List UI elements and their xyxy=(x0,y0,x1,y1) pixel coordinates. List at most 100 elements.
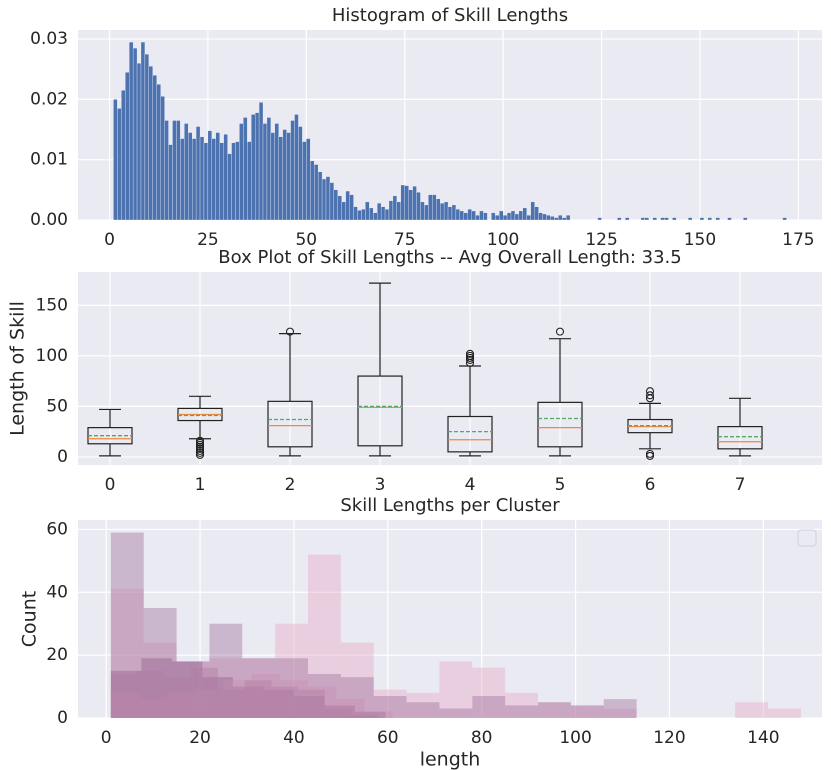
histogram-bar xyxy=(660,217,665,221)
histogram-bar xyxy=(113,99,118,221)
outlier xyxy=(645,449,655,458)
histogram-bar xyxy=(530,201,535,221)
histogram-bar xyxy=(400,184,405,221)
x-tick-label: 40 xyxy=(283,728,305,748)
histogram-bar xyxy=(361,208,366,221)
histogram-bar xyxy=(148,66,153,221)
x-tick-label: 125 xyxy=(585,230,617,250)
histogram-bar xyxy=(428,194,433,221)
histogram-bar xyxy=(244,680,272,718)
x-tick-label: 150 xyxy=(684,230,716,250)
histogram-bar xyxy=(143,642,177,718)
histogram-bar xyxy=(406,692,440,718)
histogram-bar xyxy=(373,212,378,221)
histogram-bar xyxy=(271,686,299,718)
histogram-bar xyxy=(522,207,527,221)
histogram-bar xyxy=(171,661,203,718)
histogram-bar xyxy=(321,178,327,221)
histogram-bar xyxy=(110,589,144,718)
histogram-bar xyxy=(373,696,407,718)
histogram-bar xyxy=(282,129,287,221)
x-tick-label: 20 xyxy=(189,728,211,748)
histogram-bar xyxy=(340,642,374,718)
x-tick-label: 75 xyxy=(394,230,416,250)
histogram-bar xyxy=(117,108,122,221)
histogram-bar xyxy=(743,217,748,221)
histogram-bar xyxy=(459,210,464,221)
y-tick-label: 0.00 xyxy=(30,210,68,230)
x-tick-label: 0 xyxy=(105,475,116,495)
histogram-bar xyxy=(377,202,382,221)
histogram-bar xyxy=(121,90,126,221)
histogram-bar xyxy=(538,702,571,718)
x-tick-label: 140 xyxy=(747,728,779,748)
histogram-bar xyxy=(293,696,325,718)
histogram-bar xyxy=(538,212,543,221)
histogram-bar xyxy=(603,708,637,718)
histogram-bar xyxy=(447,206,453,221)
histogram-bar xyxy=(463,212,468,221)
histogram-bar xyxy=(188,132,193,221)
y-tick-label: 150 xyxy=(36,295,68,315)
histogram-bar xyxy=(640,217,646,221)
histogram-bar xyxy=(451,204,457,221)
histogram-bar xyxy=(211,138,216,221)
histogram-bar xyxy=(333,189,338,221)
histogram-bar xyxy=(227,153,232,221)
histogram-bar xyxy=(455,208,460,221)
histogram-bar xyxy=(357,210,362,221)
histogram-bar xyxy=(495,215,500,221)
histogram-bar xyxy=(439,708,473,718)
box xyxy=(357,375,403,447)
y-tick-label: 50 xyxy=(46,396,68,416)
histogram-bar xyxy=(209,623,243,718)
histogram-bar xyxy=(392,195,398,221)
chart-title: Skill Lengths per Cluster xyxy=(340,495,560,516)
histogram-bar xyxy=(652,217,657,221)
histogram-bar xyxy=(396,201,401,221)
histogram-bar xyxy=(207,130,212,221)
histogram-bar xyxy=(223,134,228,221)
histogram-bar xyxy=(308,674,341,718)
histogram-bar xyxy=(242,658,276,718)
y-axis-label: Count xyxy=(19,591,41,647)
histogram-bar xyxy=(266,117,272,221)
histogram-bar xyxy=(195,689,224,718)
histogram-bar xyxy=(408,189,413,221)
histogram-bar xyxy=(768,708,801,718)
plot-area xyxy=(78,520,822,718)
histogram-bar xyxy=(329,182,335,221)
histogram-bar xyxy=(254,112,260,221)
histogram-bar xyxy=(195,126,201,221)
x-tick-label: 3 xyxy=(375,475,386,495)
histogram-bar xyxy=(308,686,337,718)
histogram-bar xyxy=(191,667,218,718)
histogram-bar xyxy=(125,72,130,221)
histogram-bar xyxy=(699,217,705,221)
histogram-bar xyxy=(164,677,192,718)
x-tick-label: 7 xyxy=(735,475,746,495)
histogram-bar xyxy=(526,215,531,221)
histogram-bar xyxy=(562,217,567,221)
histogram-bar xyxy=(353,206,358,221)
histogram-bar xyxy=(110,692,140,718)
histogram-bar xyxy=(554,217,559,221)
histogram-bar xyxy=(570,705,604,718)
y-tick-label: 0 xyxy=(57,708,68,728)
histogram-bar xyxy=(505,692,539,718)
y-tick-label: 0.01 xyxy=(30,150,68,170)
outlier xyxy=(285,327,295,336)
histogram-bar xyxy=(324,705,355,718)
histogram-bar xyxy=(672,217,677,221)
histogram-bar xyxy=(274,123,279,221)
histogram-bar xyxy=(510,210,516,221)
histogram-bar xyxy=(782,217,787,221)
histogram-bar xyxy=(364,711,393,718)
histogram-bar xyxy=(617,217,622,221)
histogram-bar xyxy=(565,215,571,221)
y-tick-label: 100 xyxy=(36,346,68,366)
histogram-bar xyxy=(404,185,409,221)
histogram-bar xyxy=(251,674,280,718)
chart-title: Box Plot of Skill Lengths -- Avg Overall… xyxy=(218,247,681,268)
